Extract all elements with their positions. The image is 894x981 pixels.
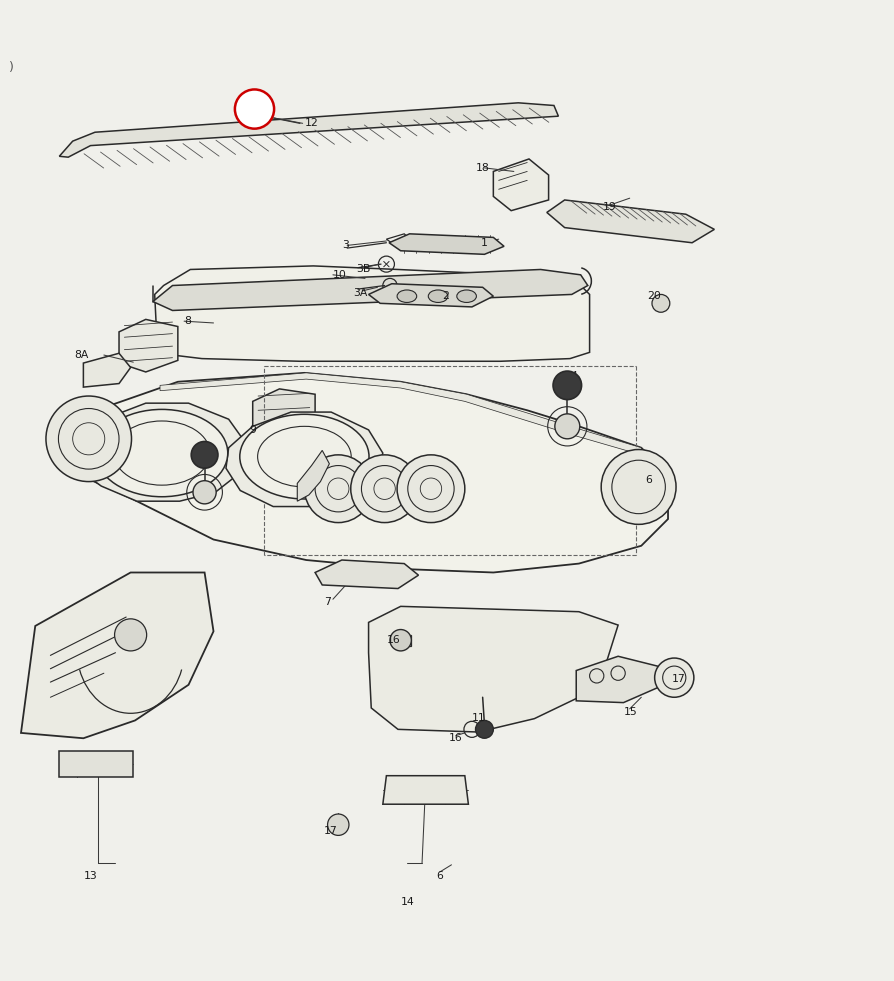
Text: 18: 18 [476, 163, 489, 173]
Polygon shape [160, 373, 641, 455]
Text: 12: 12 [304, 119, 318, 129]
Text: 3A: 3A [353, 287, 367, 297]
Text: 4: 4 [193, 454, 200, 464]
Polygon shape [21, 573, 214, 739]
Polygon shape [153, 270, 588, 310]
Text: 8: 8 [184, 316, 191, 326]
Circle shape [235, 89, 274, 129]
Text: 6: 6 [436, 870, 443, 881]
Circle shape [476, 720, 493, 739]
Ellipse shape [457, 290, 477, 302]
Text: 3: 3 [342, 240, 349, 250]
Ellipse shape [96, 409, 228, 496]
Text: 7: 7 [324, 596, 331, 607]
Text: 12: 12 [248, 105, 262, 115]
Circle shape [191, 441, 218, 468]
Polygon shape [119, 320, 178, 372]
Circle shape [553, 371, 582, 399]
Polygon shape [383, 776, 468, 804]
Circle shape [601, 449, 676, 525]
Polygon shape [74, 403, 247, 501]
Circle shape [327, 814, 349, 836]
Polygon shape [253, 388, 315, 442]
Ellipse shape [397, 290, 417, 302]
Ellipse shape [240, 414, 369, 499]
Circle shape [350, 455, 418, 523]
Text: 8A: 8A [74, 350, 89, 360]
Text: ): ) [9, 61, 13, 74]
Circle shape [652, 294, 670, 312]
Text: 6: 6 [645, 475, 652, 485]
Circle shape [193, 481, 216, 504]
Polygon shape [368, 606, 618, 732]
Circle shape [555, 414, 580, 439]
Polygon shape [298, 450, 329, 501]
Text: 17: 17 [324, 826, 338, 836]
Text: 16: 16 [449, 733, 462, 744]
Text: 2: 2 [443, 291, 450, 301]
Circle shape [654, 658, 694, 697]
Text: 3B: 3B [356, 265, 370, 275]
Text: 20: 20 [647, 291, 662, 301]
Polygon shape [389, 233, 504, 254]
Text: 14: 14 [401, 898, 415, 907]
Polygon shape [59, 750, 133, 778]
Polygon shape [83, 353, 131, 387]
Polygon shape [368, 284, 493, 307]
Polygon shape [155, 266, 590, 361]
Circle shape [304, 455, 372, 523]
Text: 17: 17 [671, 675, 686, 685]
Circle shape [397, 455, 465, 523]
Text: 10: 10 [333, 270, 347, 280]
Text: 13: 13 [83, 870, 97, 881]
Polygon shape [226, 412, 383, 506]
Circle shape [114, 619, 147, 651]
Polygon shape [315, 560, 418, 589]
Polygon shape [68, 373, 668, 573]
Polygon shape [577, 656, 666, 702]
Polygon shape [493, 159, 549, 211]
Circle shape [390, 630, 411, 651]
Ellipse shape [428, 290, 448, 302]
Text: 1: 1 [481, 237, 488, 248]
Text: 4: 4 [570, 372, 577, 382]
Text: 19: 19 [603, 202, 617, 212]
Text: 9: 9 [249, 425, 256, 435]
Text: 15: 15 [623, 706, 637, 716]
Text: 11: 11 [472, 713, 485, 723]
Polygon shape [59, 103, 559, 157]
Polygon shape [547, 200, 714, 242]
Text: 16: 16 [386, 636, 401, 645]
Circle shape [46, 396, 131, 482]
